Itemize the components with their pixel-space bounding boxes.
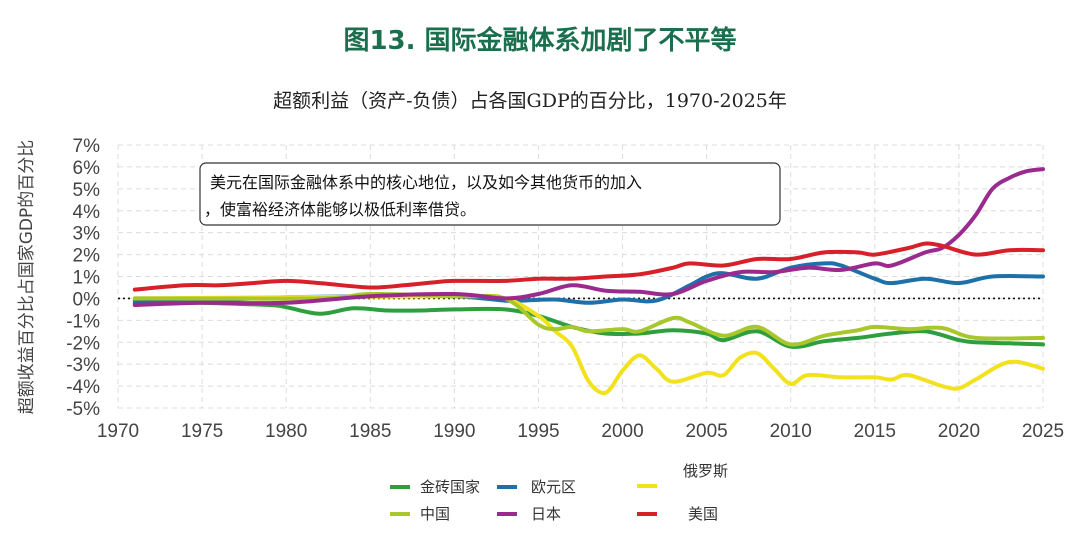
figure-title: 图13. 国际金融体系加剧了不平等 bbox=[343, 26, 737, 56]
y-tick-label: -4% bbox=[66, 377, 100, 398]
y-tick-label: 1% bbox=[73, 268, 101, 289]
x-tick-label: 2025 bbox=[1022, 421, 1064, 442]
y-tick-label: 0% bbox=[73, 289, 101, 310]
x-tick-label: 2020 bbox=[938, 421, 980, 442]
y-tick-label: 3% bbox=[73, 224, 101, 245]
annotation-line-1: 美元在国际金融体系中的核心地位，以及如今其他货币的加入 bbox=[210, 173, 642, 192]
x-tick-label: 2010 bbox=[770, 421, 812, 442]
y-tick-label: 2% bbox=[73, 246, 101, 267]
y-tick-label: 5% bbox=[73, 180, 101, 201]
x-tick-label: 1975 bbox=[181, 421, 223, 442]
y-tick-label: 7% bbox=[73, 136, 101, 157]
y-tick-label: 4% bbox=[73, 202, 101, 223]
y-tick-label: -3% bbox=[66, 355, 100, 376]
y-tick-label: -2% bbox=[66, 333, 100, 354]
legend-label: 欧元区 bbox=[531, 478, 576, 496]
x-tick-label: 2000 bbox=[601, 421, 643, 442]
series-line-0 bbox=[132, 298, 1045, 349]
legend-label: 金砖国家 bbox=[420, 478, 480, 496]
y-axis-label: 超额收益百分比占国家GDP的百分比 bbox=[17, 140, 37, 415]
x-tick-label: 1995 bbox=[517, 421, 559, 442]
series-line-4 bbox=[132, 167, 1045, 307]
series-lines bbox=[132, 167, 1045, 396]
x-tick-label: 2005 bbox=[685, 421, 727, 442]
legend-label: 美国 bbox=[688, 505, 718, 523]
y-tick-label: -5% bbox=[66, 399, 100, 420]
annotation-box bbox=[199, 162, 781, 226]
annotation-line-2: ，使富裕经济体能够以极低利率借贷。 bbox=[204, 200, 476, 219]
x-tick-label: 1985 bbox=[349, 421, 391, 442]
legend-label: 日本 bbox=[531, 505, 561, 523]
series-line-2 bbox=[132, 294, 1045, 396]
x-tick-label: 1990 bbox=[433, 421, 475, 442]
series-line-3 bbox=[132, 291, 1045, 347]
x-tick-label: 1980 bbox=[265, 421, 307, 442]
y-tick-label: -1% bbox=[66, 311, 100, 332]
y-tick-label: 6% bbox=[73, 158, 101, 179]
y-axis-ticks: 7%6%5%4%3%2%1%0%-1%-2%-3%-4%-5% bbox=[66, 136, 100, 420]
x-tick-label: 2015 bbox=[854, 421, 896, 442]
x-axis-ticks: 1970 1975 1980 1985 1990 1995 2000 2005 2010 2015… bbox=[97, 421, 1064, 442]
legend-label: 俄罗斯 bbox=[683, 462, 728, 480]
legend-label: 中国 bbox=[420, 505, 450, 523]
series-line-5 bbox=[132, 241, 1045, 292]
chart-subtitle: 超额利益（资产-负债）占各国GDP的百分比，1970-2025年 bbox=[273, 90, 787, 112]
x-tick-label: 1970 bbox=[97, 421, 139, 442]
